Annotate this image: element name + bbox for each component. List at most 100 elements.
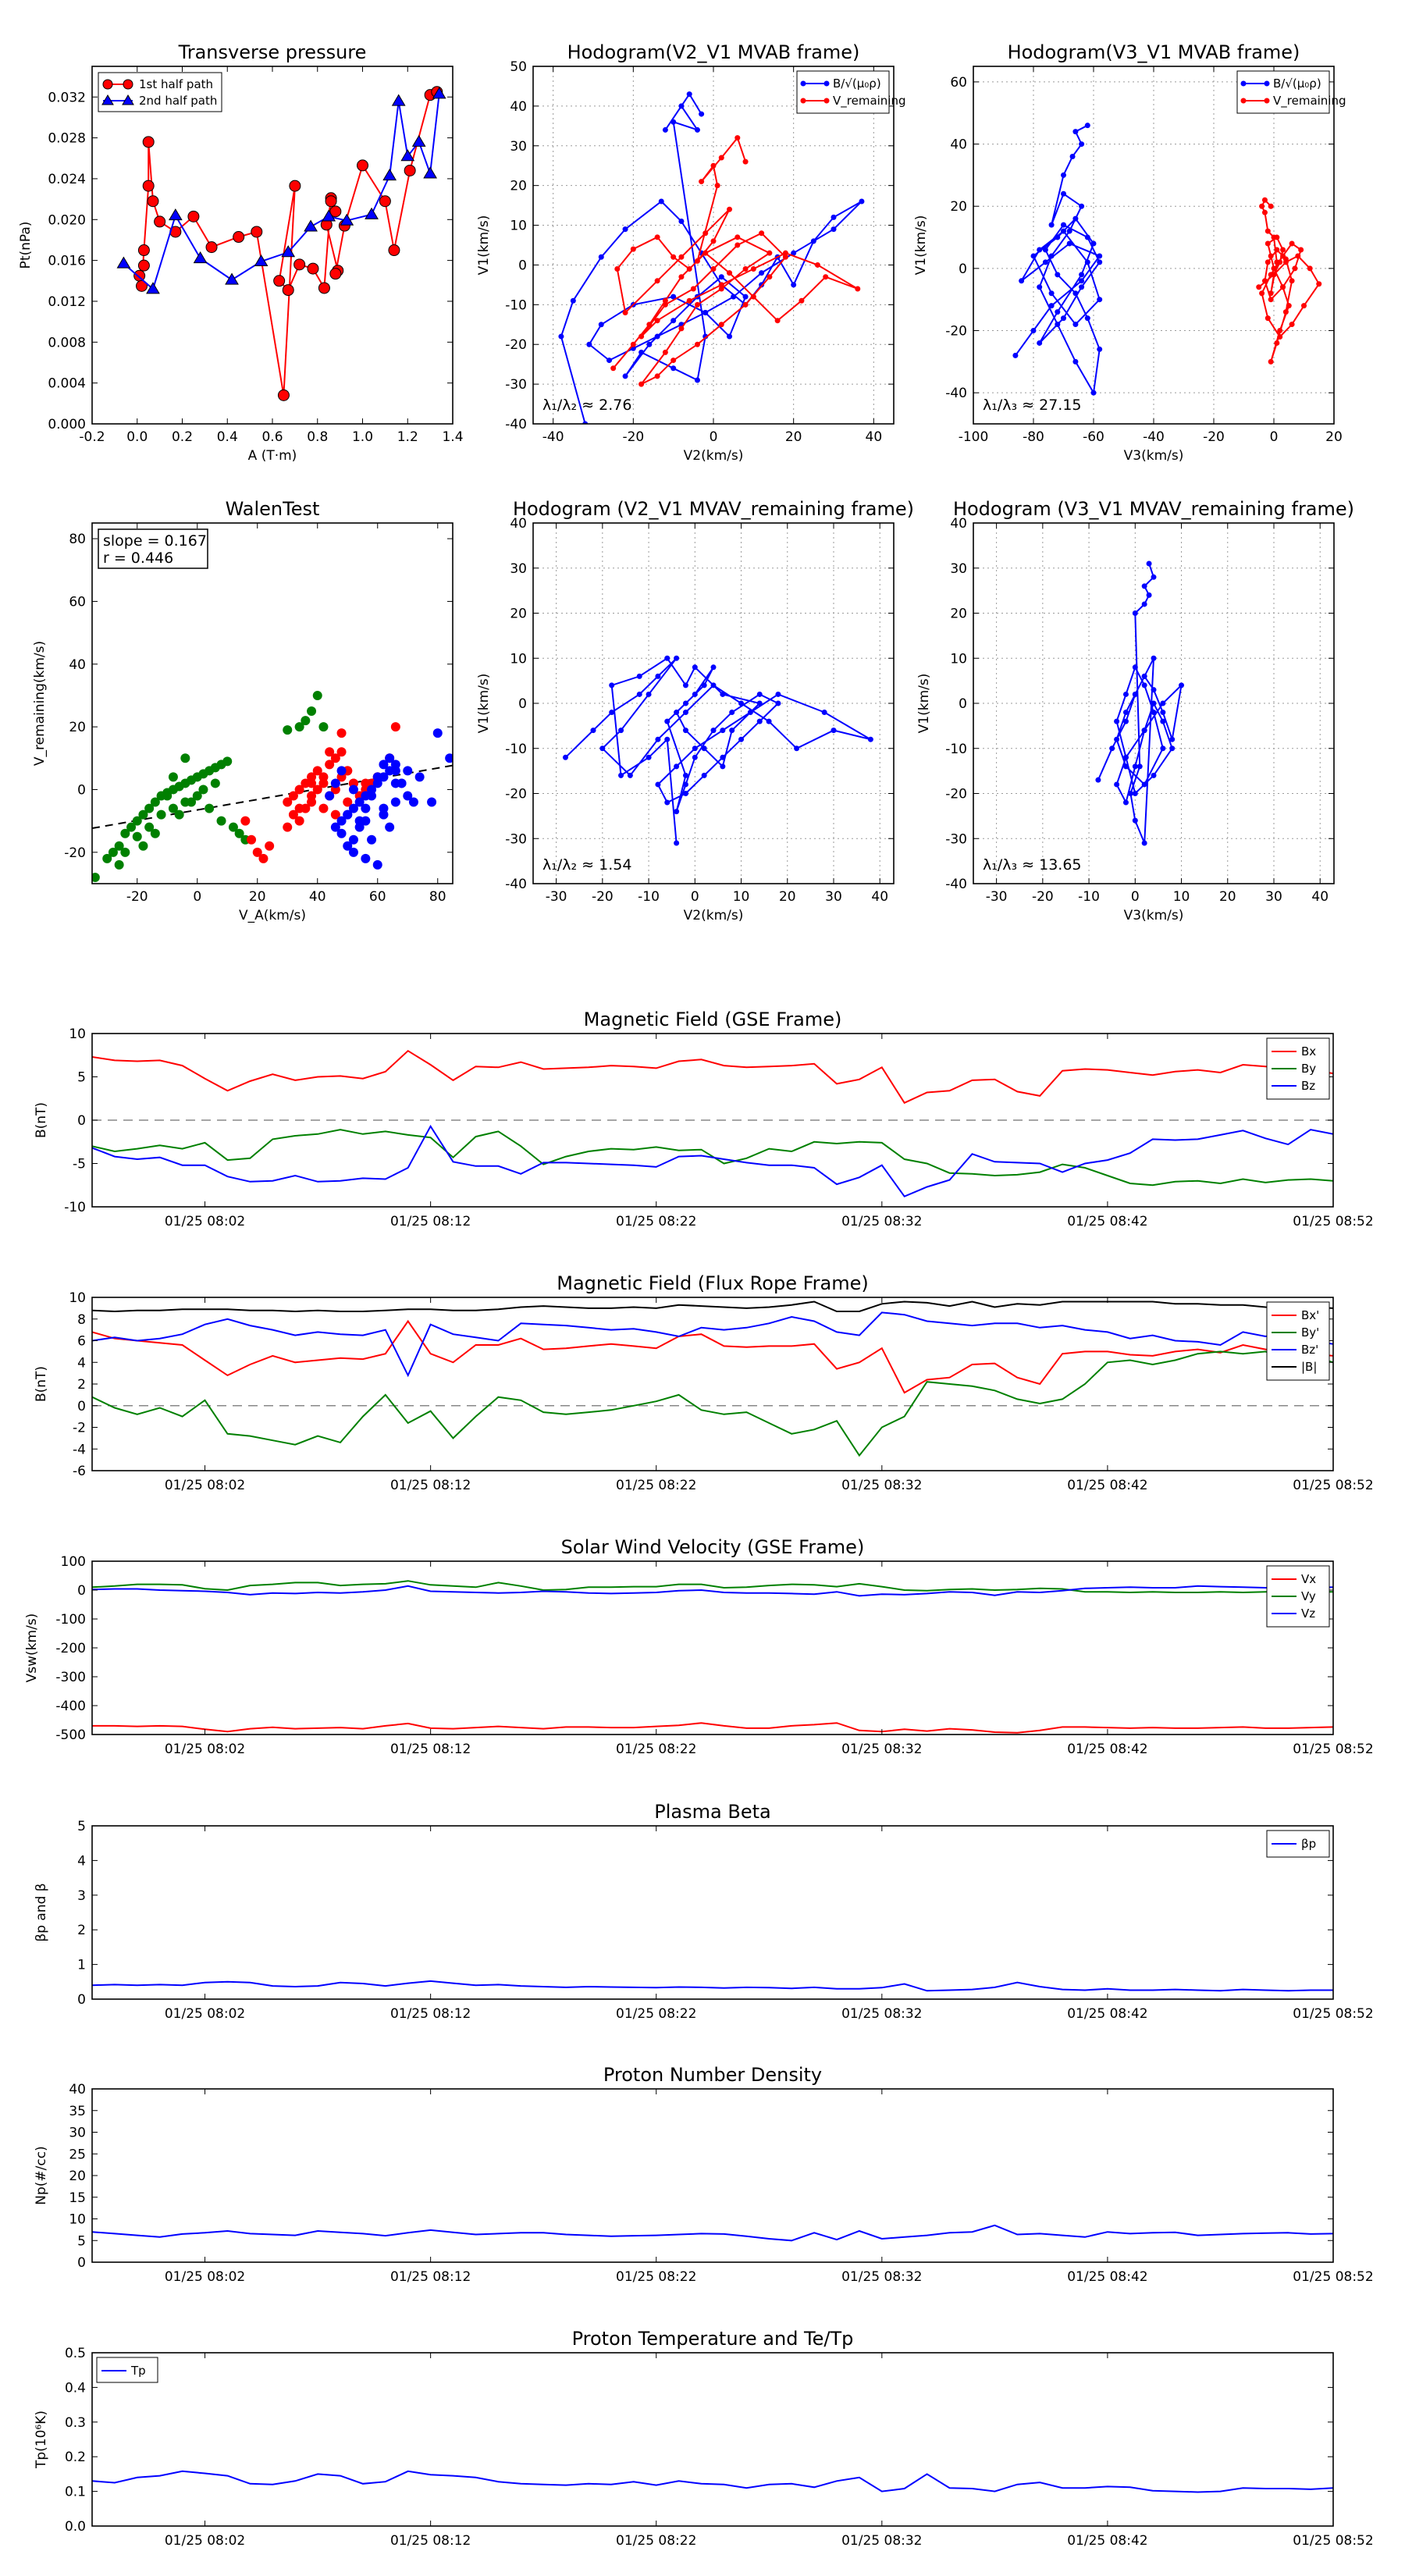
x-tick-label: 01/25 08:02 xyxy=(165,1214,245,1229)
data-point xyxy=(1048,290,1055,297)
data-point xyxy=(282,284,294,297)
data-point xyxy=(1289,240,1295,247)
x-tick-label: 0 xyxy=(193,889,201,905)
plot-area xyxy=(562,655,873,846)
x-tick-label: 01/25 08:22 xyxy=(616,1214,696,1229)
legend-marker xyxy=(1240,80,1247,87)
data-point xyxy=(322,209,336,222)
plot-area xyxy=(116,86,446,401)
data-point xyxy=(742,294,749,300)
y-tick-label: 0 xyxy=(518,258,527,273)
chart-tp: 01/25 08:02 01/25 08:12 01/25 08:22 01/25 0… xyxy=(34,2328,1374,2549)
x-tick-label: -20 xyxy=(1032,889,1054,905)
data-point xyxy=(655,673,661,679)
y-tick-label: 2 xyxy=(77,1377,86,1393)
data-point xyxy=(664,718,670,724)
y-tick-label: 10 xyxy=(510,651,527,667)
data-point xyxy=(682,682,688,688)
y-tick-label: 0.016 xyxy=(48,254,86,269)
data-point xyxy=(1264,240,1271,247)
data-point xyxy=(1141,781,1147,788)
y-tick-label: 0.028 xyxy=(48,131,86,147)
data-point xyxy=(233,231,245,244)
legend-box xyxy=(796,70,890,114)
chart-title: WalenTest xyxy=(226,498,320,520)
data-point xyxy=(718,282,724,288)
data-point xyxy=(694,258,700,264)
data-point xyxy=(718,274,724,280)
data-point xyxy=(1160,710,1166,716)
data-point xyxy=(1037,247,1043,253)
x-tick-label: 40 xyxy=(866,429,883,445)
data-point xyxy=(791,282,797,288)
data-point xyxy=(1146,560,1152,567)
data-point xyxy=(1079,141,1085,148)
data-point xyxy=(1066,228,1072,234)
legend-label: Vx xyxy=(1301,1572,1316,1586)
y-tick-label: -20 xyxy=(945,324,967,340)
x-tick-label: 01/25 08:22 xyxy=(616,1742,696,1757)
y-tick-label: -40 xyxy=(505,417,527,432)
data-point xyxy=(385,753,395,763)
data-point xyxy=(361,853,371,863)
data-point xyxy=(1274,247,1280,253)
y-tick-label: 20 xyxy=(510,179,527,194)
data-point xyxy=(251,226,263,238)
data-point xyxy=(692,691,698,697)
y-tick-label: 0.000 xyxy=(48,417,86,432)
legend-label: |B| xyxy=(1301,1360,1317,1374)
x-tick-label: 20 xyxy=(1219,889,1236,905)
data-point xyxy=(390,797,400,807)
y-tick-label: 40 xyxy=(69,2082,86,2097)
data-point xyxy=(254,254,269,267)
y-tick-label: 0.004 xyxy=(48,376,86,392)
annotation-text: slope = 0.167 xyxy=(103,532,207,550)
chart-h3: -30 -20 -10 0 10 20 30 40-40-30-20-10010203040H… xyxy=(476,498,914,923)
data-point xyxy=(782,250,788,256)
data-point xyxy=(147,195,159,208)
data-point xyxy=(193,251,208,264)
data-point xyxy=(411,134,426,147)
y-tick-label: 0 xyxy=(77,782,86,798)
data-point xyxy=(361,778,371,788)
data-point xyxy=(654,373,660,379)
y-tick-label: 30 xyxy=(510,561,527,577)
x-tick-label: 60 xyxy=(369,889,386,905)
chart-vsw: 01/25 08:02 01/25 08:12 01/25 08:22 01/25 0… xyxy=(24,1536,1374,1757)
y-tick-label: -300 xyxy=(55,1670,86,1685)
data-point xyxy=(630,246,636,252)
x-tick-label: 01/25 08:42 xyxy=(1067,2269,1147,2285)
x-tick-label: 01/25 08:52 xyxy=(1293,1214,1373,1229)
series-line-1 xyxy=(92,1350,1333,1457)
data-point xyxy=(742,301,749,308)
data-point xyxy=(1160,700,1166,706)
y-tick-label: 4 xyxy=(77,1853,86,1869)
data-point xyxy=(692,664,698,671)
chart-h4: -30 -20 -10 0 10 20 30 40-40-30-20-10010203040H… xyxy=(916,498,1354,923)
data-point xyxy=(1114,736,1120,742)
data-point xyxy=(1132,664,1138,671)
x-tick-label: 01/25 08:02 xyxy=(165,1478,245,1493)
data-point xyxy=(168,208,183,221)
plot-area xyxy=(92,1300,1333,1457)
data-point xyxy=(1268,203,1274,209)
data-point xyxy=(379,809,389,820)
data-point xyxy=(562,754,568,760)
plot-background xyxy=(92,2353,1333,2526)
data-point xyxy=(343,841,353,851)
data-point xyxy=(283,725,293,735)
data-point xyxy=(590,728,596,734)
data-point xyxy=(283,822,293,832)
legend-label: Bz' xyxy=(1301,1343,1318,1357)
data-point xyxy=(638,333,645,340)
x-tick-label: 01/25 08:42 xyxy=(1067,2006,1147,2022)
data-point xyxy=(670,254,677,260)
data-point xyxy=(1132,610,1138,616)
x-tick-label: 01/25 08:32 xyxy=(841,1214,922,1229)
legend-marker xyxy=(1264,80,1270,87)
data-point xyxy=(1271,265,1277,272)
y-tick-label: -10 xyxy=(64,1200,86,1215)
data-point xyxy=(1084,123,1090,129)
x-tick-label: 01/25 08:32 xyxy=(841,2533,922,2549)
y-tick-label: -500 xyxy=(55,1727,86,1743)
